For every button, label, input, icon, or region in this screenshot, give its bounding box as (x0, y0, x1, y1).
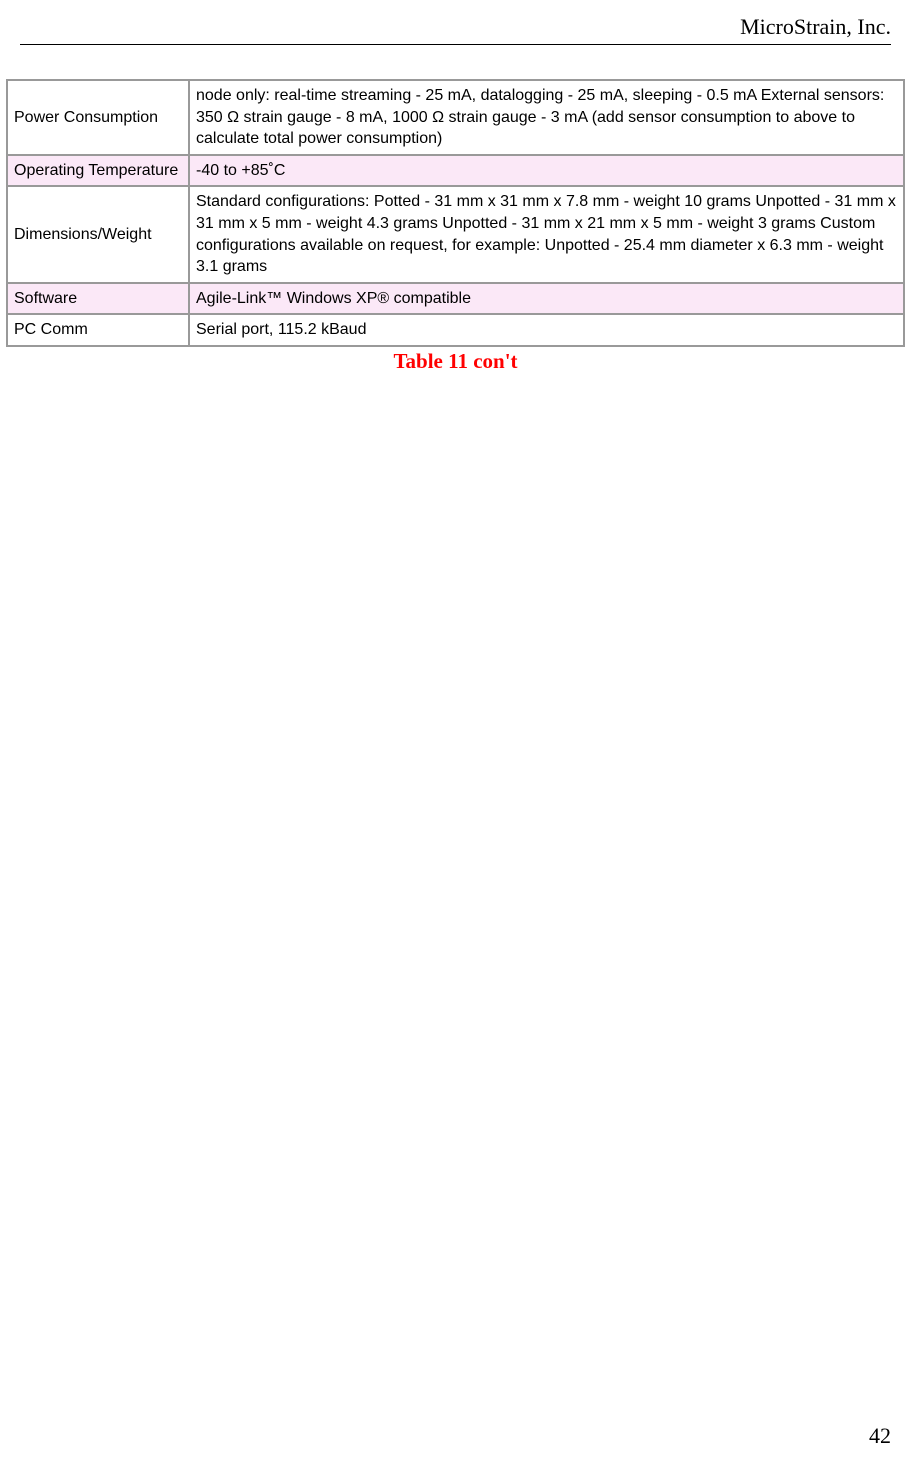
row-label: Operating Temperature (8, 156, 188, 186)
row-label: PC Comm (8, 315, 188, 345)
row-value: Agile-Link™ Windows XP® compatible (190, 284, 903, 314)
row-label: Power Consumption (8, 81, 188, 154)
content-area: Power Consumption node only: real-time s… (0, 45, 911, 374)
table-caption: Table 11 con't (6, 349, 905, 374)
company-name: MicroStrain, Inc. (740, 14, 891, 39)
table-row: Software Agile-Link™ Windows XP® compati… (8, 284, 903, 314)
table-row: PC Comm Serial port, 115.2 kBaud (8, 315, 903, 345)
table-row: Power Consumption node only: real-time s… (8, 81, 903, 154)
row-label: Software (8, 284, 188, 314)
row-value: Serial port, 115.2 kBaud (190, 315, 903, 345)
table-row: Dimensions/Weight Standard configuration… (8, 187, 903, 281)
spec-table: Power Consumption node only: real-time s… (6, 79, 905, 347)
row-value: Standard configurations: Potted - 31 mm … (190, 187, 903, 281)
row-label: Dimensions/Weight (8, 187, 188, 281)
page-header: MicroStrain, Inc. (0, 0, 911, 44)
page-number: 42 (869, 1423, 891, 1449)
table-row: Operating Temperature -40 to +85˚C (8, 156, 903, 186)
row-value: node only: real-time streaming - 25 mA, … (190, 81, 903, 154)
row-value: -40 to +85˚C (190, 156, 903, 186)
